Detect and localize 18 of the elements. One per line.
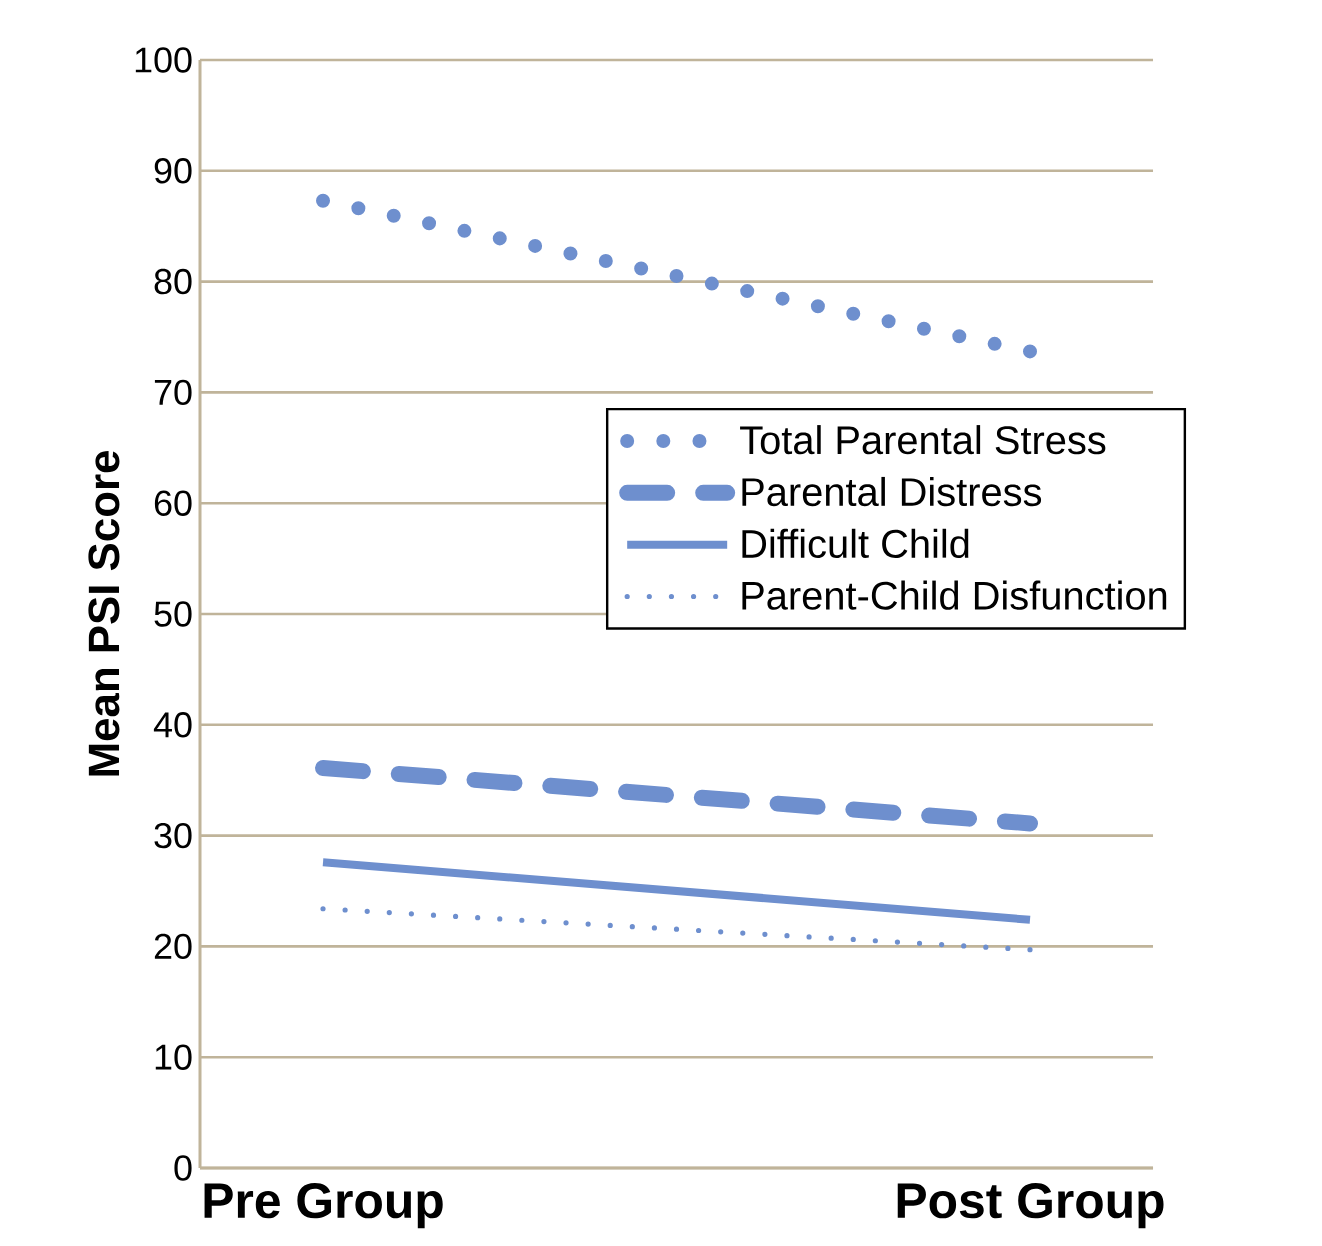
y-tick-label: 100 xyxy=(135,47,192,73)
x-tick-label: Post Group xyxy=(897,1183,1164,1229)
legend-label: Total Parental Stress xyxy=(740,425,1106,455)
y-axis-title: Mean PSI Score xyxy=(88,451,120,776)
y-tick-label: 70 xyxy=(154,379,192,406)
legend-label: Difficult Child xyxy=(742,528,969,559)
x-tick-label: Pre Group xyxy=(204,1183,443,1229)
y-tick-label: 20 xyxy=(154,933,192,960)
y-tick-label: 90 xyxy=(154,158,192,184)
legend-label: Parent-Child Disfunction xyxy=(742,580,1167,610)
y-tick-label: 30 xyxy=(154,822,192,849)
legend-label: Parental Distress xyxy=(742,476,1042,507)
y-tick-label: 80 xyxy=(154,268,192,295)
y-tick-label: 50 xyxy=(154,601,192,627)
y-tick-label: 60 xyxy=(154,490,192,516)
y-tick-label: 40 xyxy=(153,712,192,738)
y-tick-label: 0 xyxy=(174,1155,192,1181)
y-tick-label: 10 xyxy=(155,1044,192,1070)
